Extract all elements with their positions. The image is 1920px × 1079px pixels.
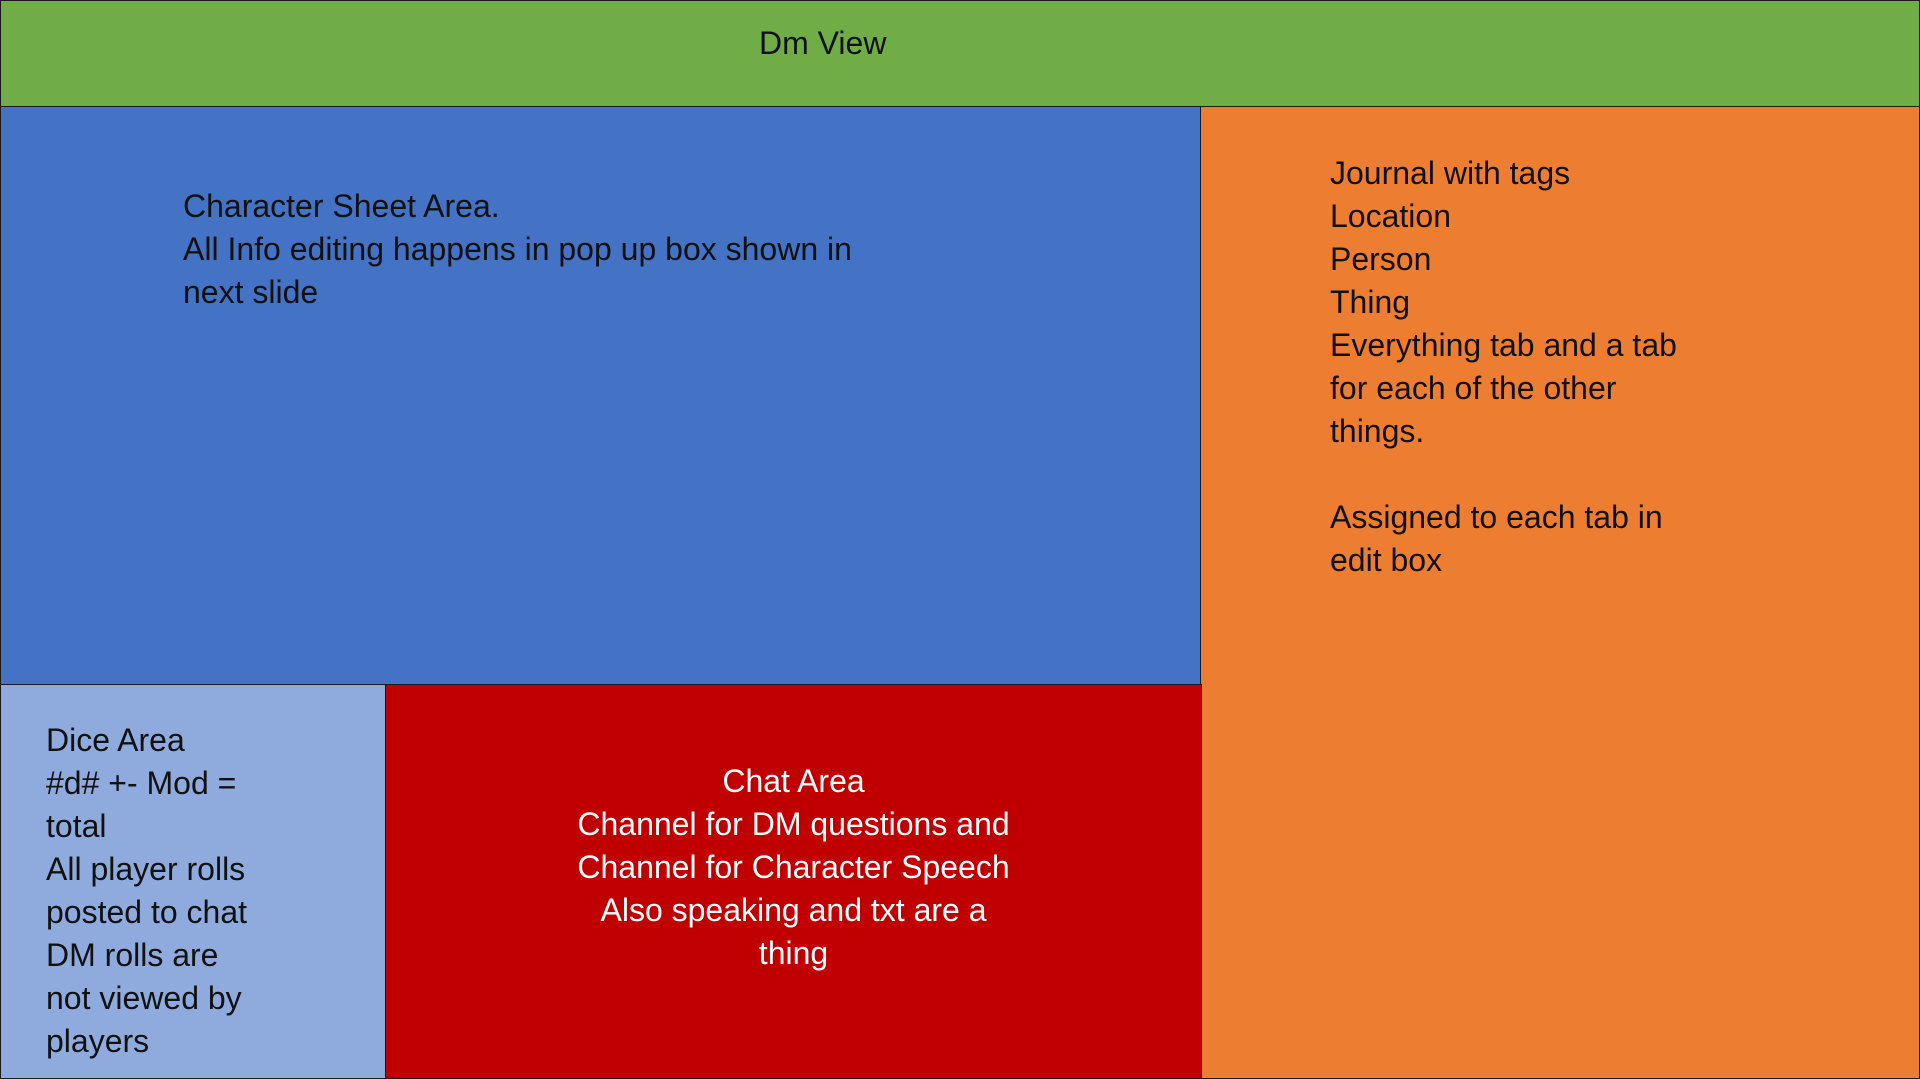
header-bar: Dm View: [0, 0, 1920, 107]
journal-line: Location: [1330, 198, 1451, 234]
journal-line: edit box: [1330, 542, 1443, 578]
journal-line: Journal with tags: [1330, 155, 1571, 191]
journal-line: Assigned to each tab in: [1330, 499, 1663, 535]
dice-area: Dice Area #d# +- Mod = total All player …: [0, 684, 387, 1079]
chat-line: thing: [758, 935, 829, 971]
journal-line: Everything tab and a tab: [1330, 327, 1677, 363]
chat-text: Chat Area Channel for DM questions and C…: [386, 760, 1201, 975]
chat-area: Chat Area Channel for DM questions and C…: [385, 684, 1202, 1079]
journal-line: for each of the other: [1330, 370, 1617, 406]
journal-area: Journal with tags Location Person Thing …: [1200, 106, 1920, 1079]
journal-line: Thing: [1330, 284, 1411, 320]
dice-line: posted to chat: [46, 894, 248, 930]
chat-line: Chat Area: [722, 763, 865, 799]
journal-line: things.: [1330, 413, 1425, 449]
character-sheet-line: Character Sheet Area.: [183, 188, 500, 224]
dice-line: All player rolls: [46, 851, 246, 887]
dice-text: Dice Area #d# +- Mod = total All player …: [46, 719, 247, 1063]
dice-line: total: [46, 808, 107, 844]
character-sheet-text: Character Sheet Area. All Info editing h…: [183, 185, 852, 314]
character-sheet-line: next slide: [183, 274, 319, 310]
journal-line: [1330, 453, 1677, 496]
header-title: Dm View: [759, 25, 887, 61]
dice-line: #d# +- Mod =: [46, 765, 237, 801]
dice-line: not viewed by: [46, 980, 242, 1016]
chat-line: Channel for DM questions and: [577, 806, 1010, 842]
character-sheet-area: Character Sheet Area. All Info editing h…: [0, 106, 1202, 686]
journal-text: Journal with tags Location Person Thing …: [1330, 152, 1677, 582]
dice-line: players: [46, 1023, 150, 1059]
chat-line: Also speaking and txt are a: [600, 892, 987, 928]
journal-line: Person: [1330, 241, 1432, 277]
character-sheet-line: All Info editing happens in pop up box s…: [183, 231, 852, 267]
chat-line: Channel for Character Speech: [577, 849, 1010, 885]
dice-line: Dice Area: [46, 722, 185, 758]
dice-line: DM rolls are: [46, 937, 219, 973]
